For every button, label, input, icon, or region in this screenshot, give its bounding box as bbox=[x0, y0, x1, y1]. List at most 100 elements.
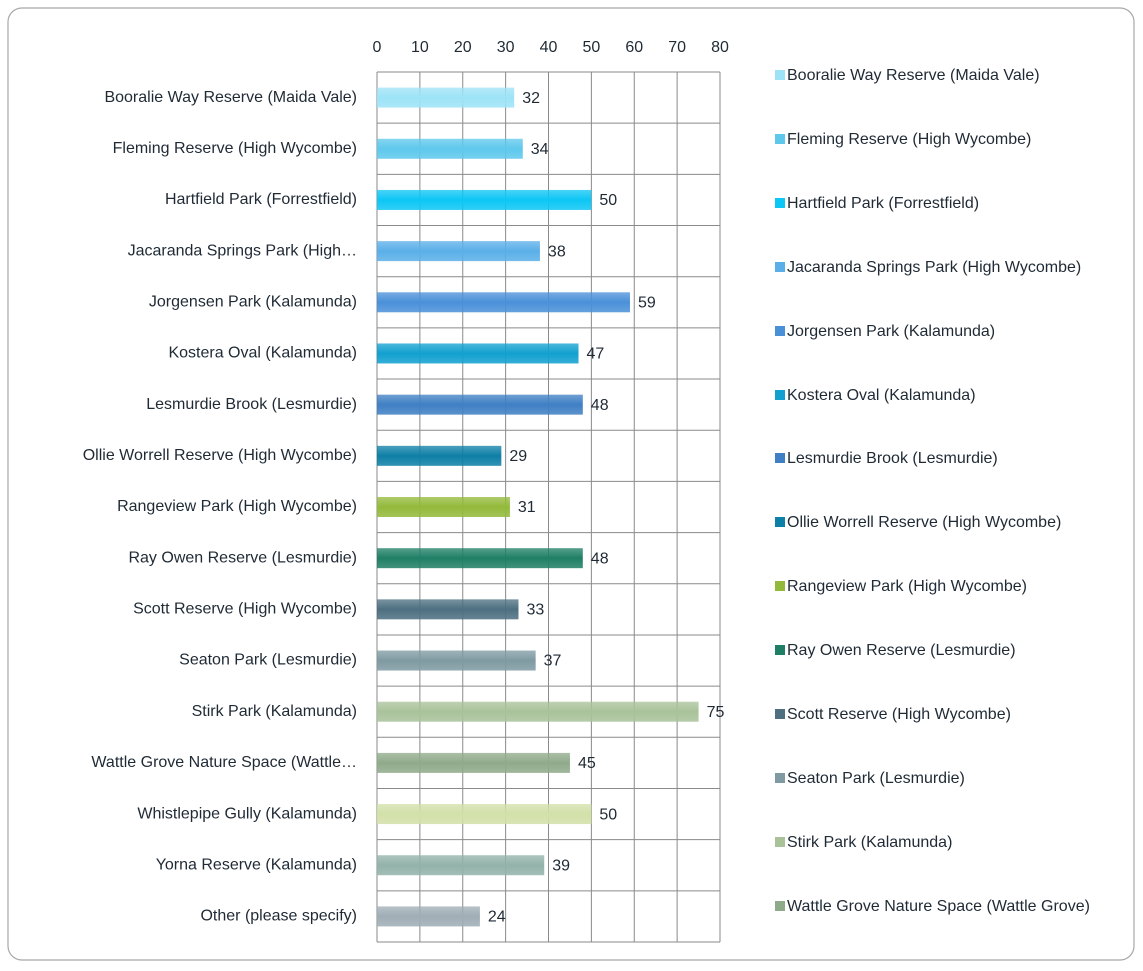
x-tick-label: 80 bbox=[711, 39, 729, 56]
y-tick-label: Jorgensen Park (Kalamunda) bbox=[149, 294, 357, 311]
data-label: 50 bbox=[599, 806, 617, 823]
bar bbox=[377, 497, 510, 517]
bar bbox=[377, 189, 592, 210]
legend-swatch bbox=[775, 900, 785, 911]
legend-swatch bbox=[775, 133, 785, 144]
bar bbox=[377, 804, 592, 825]
legend-swatch bbox=[775, 772, 785, 783]
data-label: 31 bbox=[518, 499, 536, 516]
legend-item: Lesmurdie Brook (Lesmurdie) bbox=[775, 446, 1125, 471]
bar bbox=[377, 445, 502, 466]
data-label: 75 bbox=[707, 704, 725, 721]
chart-frame bbox=[7, 7, 1135, 961]
legend-item: Stirk Park (Kalamunda) bbox=[775, 830, 1125, 855]
data-label: 32 bbox=[522, 90, 540, 107]
x-tick-label: 30 bbox=[497, 39, 515, 56]
legend-item: Rangeview Park (High Wycombe) bbox=[775, 574, 1125, 599]
bar bbox=[377, 855, 545, 876]
legend-swatch bbox=[775, 197, 785, 208]
legend-swatch bbox=[775, 389, 785, 400]
data-label: 34 bbox=[531, 141, 549, 158]
y-tick-label: Fleming Reserve (High Wycombe) bbox=[113, 140, 357, 157]
y-tick-label: Yorna Reserve (Kalamunda) bbox=[156, 856, 357, 873]
legend-label: Hartfield Park (Forrestfield) bbox=[787, 194, 980, 212]
legend-swatch bbox=[775, 581, 785, 592]
bar bbox=[377, 241, 540, 262]
legend-label: Booralie Way Reserve (Maida Vale) bbox=[787, 67, 1040, 84]
legend-label: Ray Owen Reserve (Lesmurdie) bbox=[787, 642, 1016, 660]
data-label: 29 bbox=[509, 448, 527, 465]
x-tick-label: 40 bbox=[540, 39, 558, 56]
legend-label: Rangeview Park (High Wycombe) bbox=[787, 578, 1027, 596]
data-label: 33 bbox=[526, 602, 544, 619]
legend-label: Fleming Reserve (High Wycombe) bbox=[787, 130, 1032, 148]
legend-label: Wattle Grove Nature Space (Wattle Grove) bbox=[787, 897, 1090, 915]
bar bbox=[377, 599, 519, 620]
legend-swatch bbox=[775, 836, 785, 847]
y-tick-label: Seaton Park (Lesmurdie) bbox=[179, 652, 357, 669]
legend-label: Ollie Worrell Reserve (High Wycombe) bbox=[787, 514, 1062, 532]
y-tick-label: Whistlepipe Gully (Kalamunda) bbox=[137, 805, 357, 822]
legend-item: Jacaranda Springs Park (High Wycombe) bbox=[775, 255, 1125, 280]
legend-item: Ollie Worrell Reserve (High Wycombe) bbox=[775, 510, 1125, 535]
data-label: 50 bbox=[599, 192, 617, 209]
legend-item: Booralie Way Reserve (Maida Vale) bbox=[775, 63, 1125, 88]
data-label: 48 bbox=[591, 397, 609, 414]
legend-item: Hartfield Park (Forrestfield) bbox=[775, 191, 1125, 216]
y-tick-label: Kostera Oval (Kalamunda) bbox=[168, 345, 357, 362]
y-tick-label: Hartfield Park (Forrestfield) bbox=[165, 191, 357, 208]
y-tick-label: Lesmurdie Brook (Lesmurdie) bbox=[146, 396, 357, 413]
data-label: 45 bbox=[578, 755, 596, 772]
bar bbox=[377, 701, 699, 722]
legend-label: Jorgensen Park (Kalamunda) bbox=[787, 322, 996, 340]
legend-swatch bbox=[775, 517, 785, 528]
x-tick-label: 20 bbox=[454, 39, 472, 56]
x-tick-label: 0 bbox=[373, 39, 382, 56]
y-tick-label: Stirk Park (Kalamunda) bbox=[192, 703, 357, 720]
data-label: 48 bbox=[591, 550, 609, 567]
x-tick-label: 10 bbox=[411, 39, 429, 56]
data-label: 47 bbox=[587, 346, 605, 363]
legend-label: Seaton Park (Lesmurdie) bbox=[787, 769, 965, 787]
y-tick-label: Jacaranda Springs Park (High… bbox=[128, 242, 357, 259]
legend-swatch bbox=[775, 325, 785, 336]
bar bbox=[377, 548, 583, 569]
x-tick-label: 50 bbox=[582, 39, 600, 56]
legend-item: Fleming Reserve (High Wycombe) bbox=[775, 127, 1125, 152]
legend-label: Lesmurdie Brook (Lesmurdie) bbox=[787, 450, 998, 468]
data-label: 24 bbox=[488, 909, 506, 926]
data-label: 37 bbox=[544, 653, 562, 670]
x-tick-label: 70 bbox=[668, 39, 686, 56]
bar bbox=[377, 394, 583, 415]
legend-swatch bbox=[775, 70, 785, 80]
legend-label: Jacaranda Springs Park (High Wycombe) bbox=[787, 258, 1082, 276]
bar bbox=[377, 752, 570, 773]
bar bbox=[377, 906, 480, 927]
legend-item: Scott Reserve (High Wycombe) bbox=[775, 702, 1125, 727]
legend-label: Kostera Oval (Kalamunda) bbox=[787, 386, 976, 404]
legend-swatch bbox=[775, 453, 785, 464]
legend-swatch bbox=[775, 645, 785, 656]
data-label: 38 bbox=[548, 243, 566, 260]
data-label: 59 bbox=[638, 295, 656, 312]
y-tick-label: Ray Owen Reserve (Lesmurdie) bbox=[128, 549, 357, 566]
legend-item: Jorgensen Park (Kalamunda) bbox=[775, 319, 1125, 344]
legend-item: Wattle Grove Nature Space (Wattle Grove) bbox=[775, 894, 1125, 919]
bar bbox=[377, 87, 515, 108]
data-label: 39 bbox=[552, 857, 570, 874]
bar bbox=[377, 343, 579, 364]
y-tick-label: Booralie Way Reserve (Maida Vale) bbox=[104, 89, 357, 106]
legend-item: Ray Owen Reserve (Lesmurdie) bbox=[775, 638, 1125, 663]
legend-swatch bbox=[775, 261, 785, 272]
bar bbox=[377, 292, 630, 313]
legend-item: Kostera Oval (Kalamunda) bbox=[775, 383, 1125, 408]
legend-label: Stirk Park (Kalamunda) bbox=[787, 833, 953, 851]
legend-item: Seaton Park (Lesmurdie) bbox=[775, 766, 1125, 791]
legend-swatch bbox=[775, 709, 785, 719]
y-tick-label: Scott Reserve (High Wycombe) bbox=[133, 601, 357, 618]
y-tick-label: Wattle Grove Nature Space (Wattle… bbox=[91, 754, 357, 771]
bar bbox=[377, 650, 536, 671]
y-tick-label: Ollie Worrell Reserve (High Wycombe) bbox=[83, 447, 357, 464]
bar bbox=[377, 138, 523, 159]
